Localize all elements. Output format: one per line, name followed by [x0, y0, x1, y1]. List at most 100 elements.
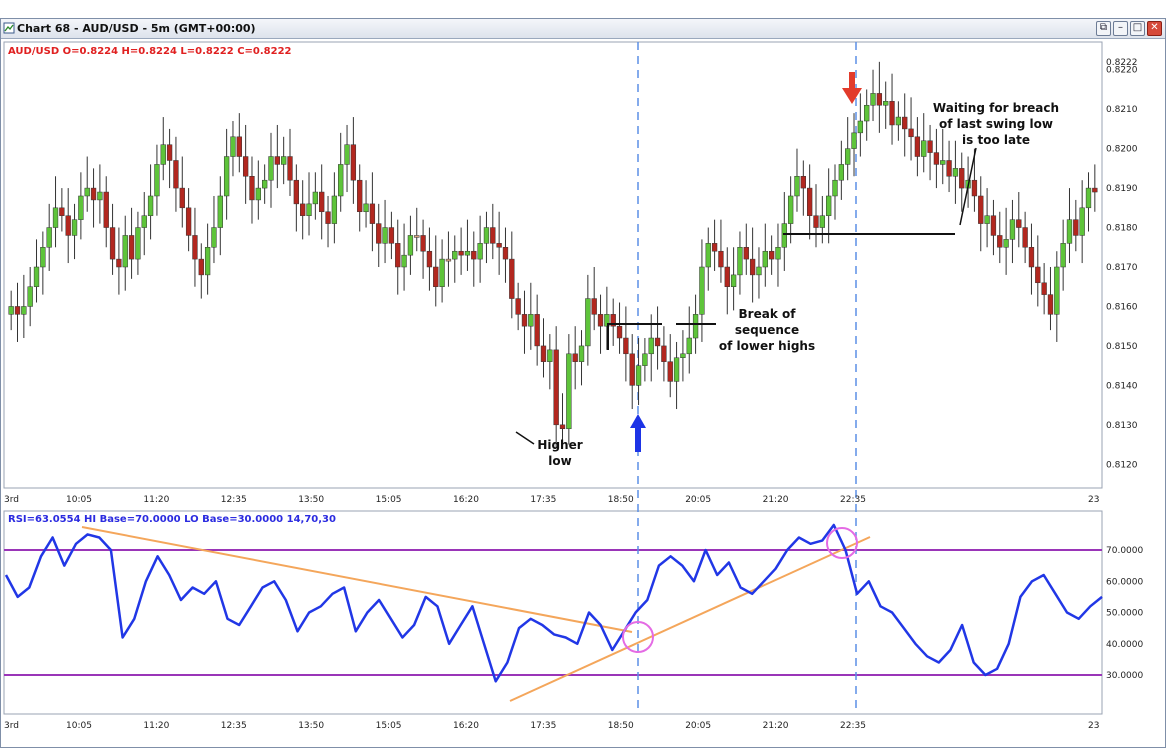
- x-tick-label: 22:35: [840, 721, 866, 731]
- candle: [908, 128, 914, 138]
- candle: [223, 156, 230, 197]
- candle: [648, 337, 654, 355]
- candle: [173, 160, 179, 189]
- rsi-tick-label: 40.0000: [1106, 640, 1143, 650]
- x-tick-label: 3rd: [4, 721, 19, 731]
- candle: [762, 250, 768, 268]
- candle: [249, 176, 255, 201]
- candle: [401, 254, 407, 268]
- x-tick-label: 16:20: [453, 721, 479, 731]
- candle: [1009, 219, 1016, 240]
- candle: [242, 156, 249, 177]
- candle: [534, 314, 540, 347]
- candle: [281, 156, 287, 165]
- candle: [718, 250, 724, 268]
- candle: [1066, 219, 1073, 244]
- candle: [496, 243, 502, 248]
- rsi-line: [4, 523, 1103, 683]
- candle: [857, 120, 864, 134]
- candle: [490, 227, 496, 244]
- candle: [1035, 266, 1041, 284]
- x-tick-label: 23: [1088, 495, 1099, 505]
- close-icon[interactable]: ✕: [1147, 21, 1162, 36]
- rsi-peak-circle: [826, 527, 858, 559]
- candle: [591, 298, 597, 315]
- candle: [578, 345, 585, 362]
- x-tick-label: 21:20: [763, 721, 789, 731]
- candle: [521, 314, 528, 327]
- price-x-axis: 3rd 10:05 11:20 12:35 13:50 15:05 16:20 17:35 18…: [4, 495, 1099, 505]
- price-panel: [3, 41, 1103, 489]
- higher-low-label: Higher: [537, 438, 582, 452]
- price-tick-label: 0.8222: [1106, 58, 1138, 68]
- x-tick-label: 16:20: [453, 495, 479, 505]
- candle: [59, 207, 65, 216]
- candle: [540, 345, 547, 362]
- candle: [382, 227, 388, 244]
- candle: [933, 152, 940, 165]
- candle: [813, 215, 819, 228]
- price-tick-label: 0.8170: [1106, 263, 1138, 273]
- price-tick-label: 0.8140: [1106, 381, 1138, 391]
- candle: [990, 215, 997, 236]
- candlestick-series: [8, 61, 1098, 449]
- candle: [509, 258, 515, 299]
- candle: [255, 187, 261, 201]
- rsi-break-circle: [622, 621, 654, 653]
- candle: [135, 227, 141, 260]
- candle: [306, 203, 312, 216]
- break-label: Break of: [739, 307, 797, 321]
- candle: [300, 203, 306, 216]
- window-title: Chart 68 - AUD/USD - 5m (GMT+00:00): [17, 22, 256, 35]
- candle: [724, 266, 730, 287]
- break-label-3: of lower highs: [719, 339, 815, 353]
- rsi-tick-label: 60.0000: [1106, 577, 1143, 587]
- title-bar[interactable]: Chart 68 - AUD/USD - 5m (GMT+00:00) ⧉ – …: [1, 19, 1165, 39]
- candle: [756, 266, 762, 276]
- candle: [293, 179, 300, 205]
- candle: [686, 337, 692, 355]
- price-tick-label: 0.8190: [1106, 184, 1138, 194]
- x-tick-label: 15:05: [376, 495, 402, 505]
- x-tick-label: 17:35: [530, 721, 556, 731]
- buy-arrow-icon: [630, 414, 646, 452]
- candle: [800, 176, 806, 189]
- candle: [775, 247, 781, 260]
- x-tick-label: 10:05: [66, 721, 92, 731]
- candle: [819, 215, 825, 228]
- candle: [749, 258, 756, 276]
- candle: [978, 195, 984, 224]
- candle: [952, 168, 959, 177]
- higher-low-pointer-line: [515, 431, 535, 445]
- candle: [971, 179, 978, 197]
- candle: [46, 227, 52, 248]
- candle: [635, 365, 642, 386]
- candle: [737, 247, 743, 276]
- chart-icon: [3, 22, 15, 34]
- candle: [528, 314, 534, 327]
- candle: [1016, 219, 1022, 228]
- candle: [109, 227, 116, 260]
- candle: [261, 179, 268, 189]
- candle: [680, 353, 686, 358]
- minimize-icon[interactable]: –: [1113, 21, 1128, 36]
- candle: [363, 203, 369, 213]
- candle: [369, 203, 376, 224]
- candle: [331, 195, 338, 224]
- candle: [1047, 294, 1054, 315]
- candle: [889, 101, 895, 126]
- x-tick-label: 15:05: [376, 721, 402, 731]
- x-tick-label: 11:20: [143, 721, 169, 731]
- x-tick-label: 22:35: [840, 495, 866, 505]
- restore-icon[interactable]: ⧉: [1096, 21, 1111, 36]
- candle: [566, 353, 572, 430]
- candle: [610, 314, 616, 327]
- candle: [1003, 239, 1009, 248]
- candle: [204, 247, 211, 276]
- x-tick-label: 11:20: [143, 495, 169, 505]
- candle: [883, 101, 889, 106]
- candle: [711, 243, 718, 252]
- price-y-axis: 0.8120 0.8130 0.8140 0.8150 0.8160 0.8170 0.81…: [1106, 58, 1138, 470]
- maximize-icon[interactable]: □: [1130, 21, 1145, 36]
- candle: [705, 243, 711, 268]
